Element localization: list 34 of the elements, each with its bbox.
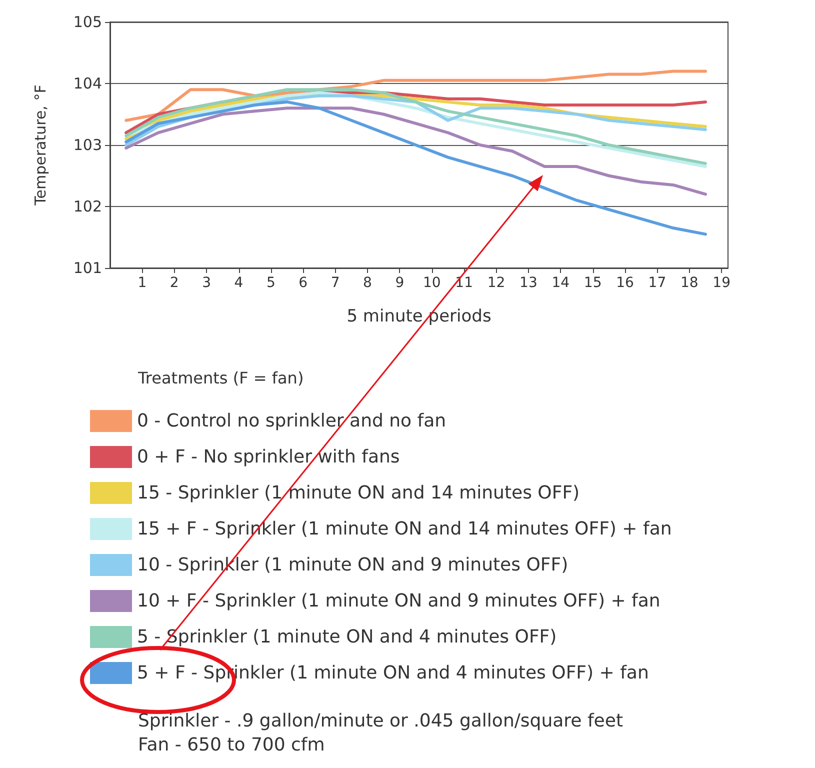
line-series	[124, 100, 707, 236]
y-tick-label: 101	[73, 259, 102, 277]
line-series	[124, 106, 707, 196]
legend-label: 10 + F - Sprinkler (1 minute ON and 9 minutes OFF) + fan	[137, 590, 660, 612]
text: Fan - 650 to 700 cfm	[138, 734, 325, 756]
y-tick-label: 102	[73, 198, 102, 216]
legend-label: 0 - Control no sprinkler and no fan	[137, 410, 446, 432]
x-tick-label: 4	[234, 275, 244, 291]
x-tick-label: 7	[330, 275, 340, 291]
x-tick-label: 13	[520, 275, 538, 291]
text: Sprinkler - .9 gallon/minute or .045 gallon/square feet	[138, 710, 624, 732]
y-tick-label: 103	[73, 136, 102, 154]
x-tick-label: 3	[202, 275, 212, 291]
x-tick-label: 14	[552, 275, 570, 291]
legend-label: 0 + F - No sprinkler with fans	[137, 446, 400, 468]
x-tick-label: 5	[266, 275, 276, 291]
x-tick-label: 18	[680, 275, 698, 291]
x-tick-label: 1	[138, 275, 147, 291]
legend-title: Treatments (F = fan)	[137, 368, 304, 388]
x-axis-title: 5 minute periods	[346, 306, 492, 326]
x-tick-label: 12	[487, 275, 506, 291]
x-tick-label: 2	[170, 275, 179, 291]
y-tick-label: 104	[73, 74, 102, 92]
y-axis-title: Temperature, °F	[32, 84, 50, 206]
x-tick-label: 17	[648, 275, 666, 291]
x-tick-label: 10	[422, 275, 441, 291]
x-tick-label: 9	[395, 275, 404, 291]
y-tick-label: 105	[73, 13, 102, 31]
x-tick-label: 6	[298, 275, 308, 291]
x-tick-label: 8	[363, 275, 372, 291]
x-tick-label: 16	[616, 275, 634, 291]
x-tick-label: 19	[712, 275, 730, 291]
legend-label: 15 - Sprinkler (1 minute ON and 14 minutes OFF)	[137, 482, 580, 504]
x-tick-label: 15	[584, 275, 602, 291]
